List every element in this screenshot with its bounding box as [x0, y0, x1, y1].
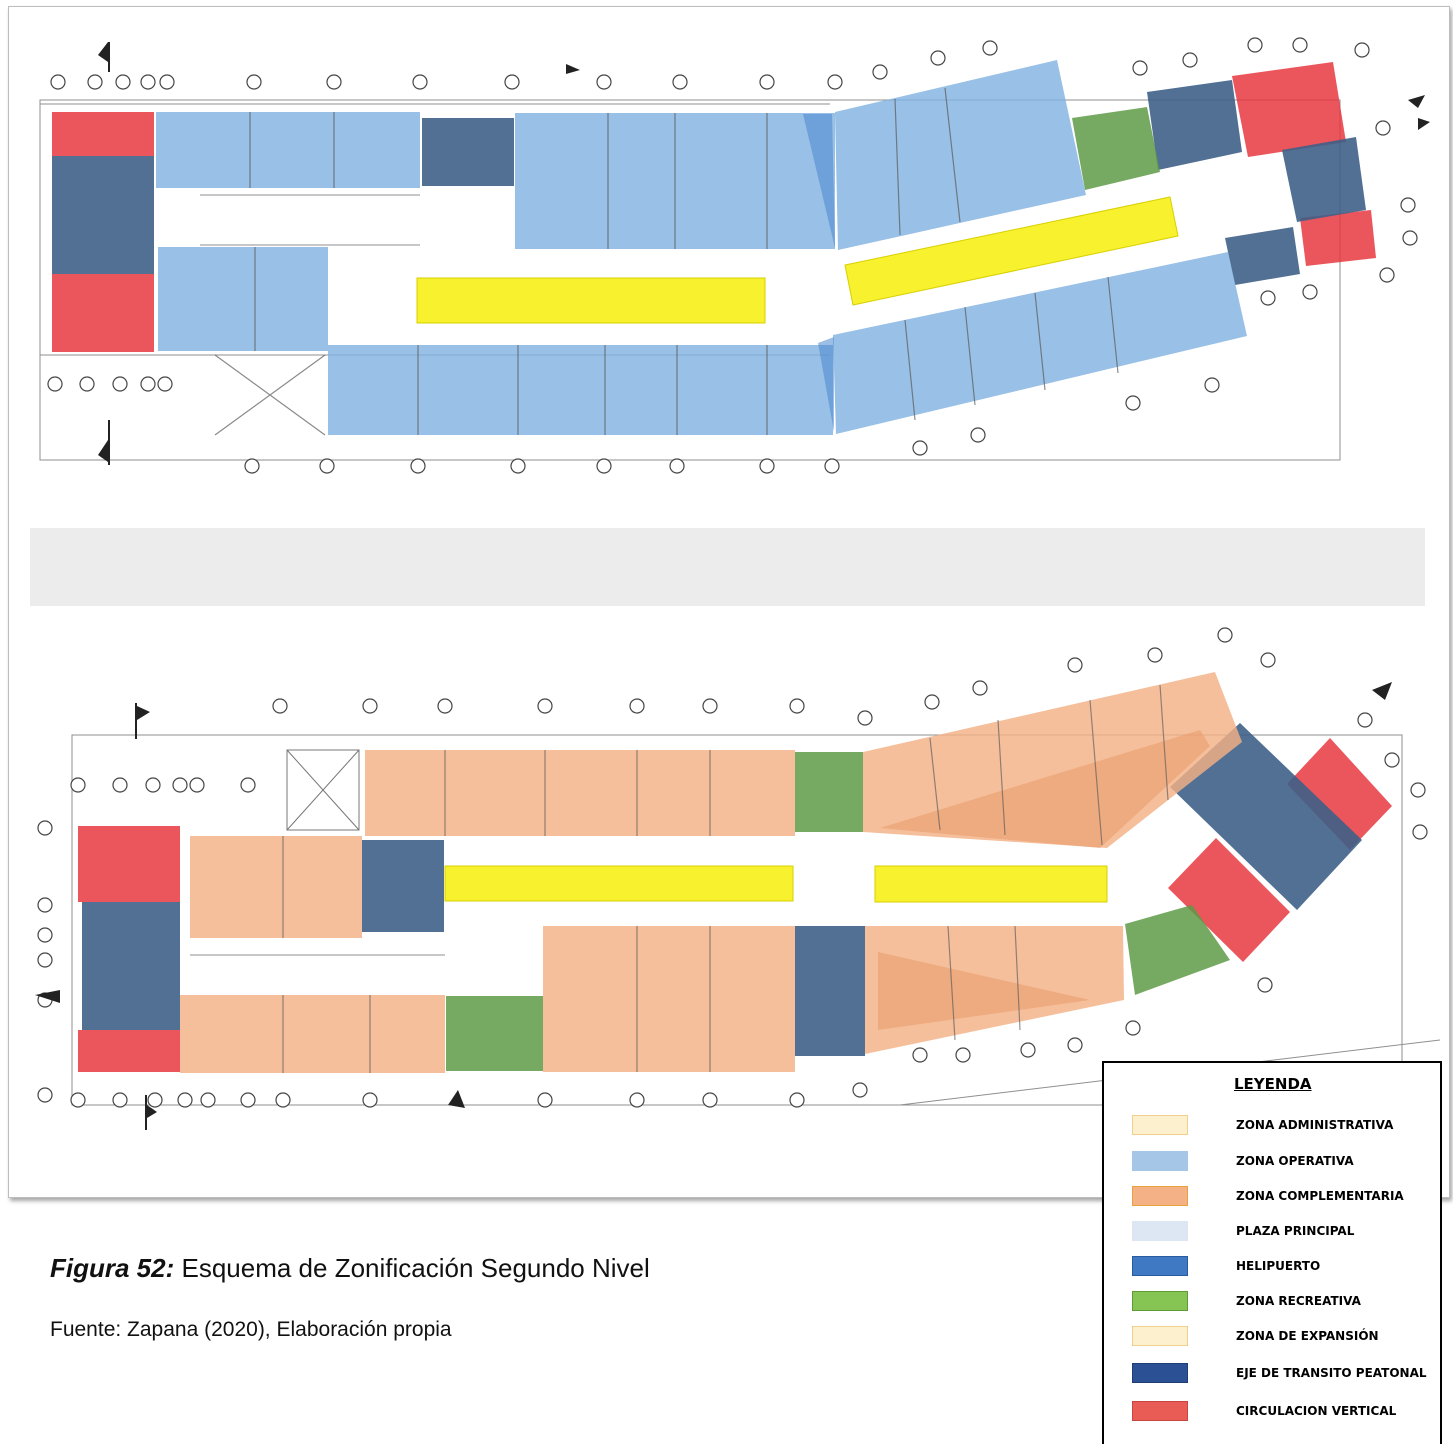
legend-item-plaza-principal: PLAZA PRINCIPAL [1132, 1221, 1432, 1243]
bottom-complementaria-accents [878, 730, 1210, 1030]
top-plan-outline [39, 99, 1341, 461]
legend-label: ZONA ADMINISTRATIVA [1236, 1118, 1394, 1132]
legend-label: ZONA RECREATIVA [1236, 1294, 1361, 1308]
legend-label: CIRCULACION VERTICAL [1236, 1404, 1397, 1418]
figure-caption: Figura 52: Esquema de Zonificación Segun… [50, 1253, 650, 1284]
top-floor-plan [39, 37, 1430, 474]
bottom-floor-plan [35, 627, 1441, 1130]
figure-title: Esquema de Zonificación Segundo Nivel [181, 1253, 650, 1283]
figure-label: Figura 52: [50, 1253, 175, 1283]
top-transito-peatonal [52, 80, 1366, 285]
legend-item-circulacion-vertical: CIRCULACION VERTICAL [1132, 1401, 1432, 1423]
legend-swatch [1132, 1151, 1188, 1171]
bottom-pasillos [444, 865, 1108, 903]
legend-item-zona-complementaria: ZONA COMPLEMENTARIA [1132, 1186, 1432, 1208]
legend-item-zona-de-expansion: ZONA DE EXPANSIÓN [1132, 1326, 1432, 1348]
legend-swatch [1132, 1186, 1188, 1206]
top-pasillos [416, 196, 1179, 324]
bottom-transito-peatonal [82, 723, 1362, 1056]
legend-swatch [1132, 1221, 1188, 1241]
legend-label: ZONA OPERATIVA [1236, 1154, 1354, 1168]
legend: LEYENDA ZONA ADMINISTRATIVA ZONA OPERATI… [1102, 1061, 1442, 1444]
legend-swatch [1132, 1363, 1188, 1383]
top-operative-accents [803, 114, 835, 432]
legend-swatch [1132, 1256, 1188, 1276]
legend-label: HELIPUERTO [1236, 1259, 1321, 1273]
legend-swatch [1132, 1115, 1188, 1135]
legend-swatch [1132, 1401, 1188, 1421]
legend-label: ZONA COMPLEMENTARIA [1236, 1189, 1404, 1203]
legend-item-eje-de-transito-peatonal: EJE DE TRANSITO PEATONAL [1132, 1363, 1432, 1385]
top-interior-walls [214, 87, 1119, 436]
bottom-circulacion-vertical [78, 738, 1392, 1072]
legend-swatch [1132, 1291, 1188, 1311]
legend-title: LEYENDA [1234, 1075, 1312, 1093]
legend-label: ZONA DE EXPANSIÓN [1236, 1329, 1379, 1343]
bottom-interior-walls [282, 684, 1169, 1073]
bottom-zona-recreativa [446, 752, 1230, 1071]
top-axis-markers [47, 37, 1418, 474]
figure-source: Fuente: Zapana (2020), Elaboración propi… [50, 1318, 452, 1341]
legend-item-helipuerto: HELIPUERTO [1132, 1256, 1432, 1278]
legend-item-zona-operativa: ZONA OPERATIVA [1132, 1151, 1432, 1173]
plan-separator [30, 528, 1425, 606]
legend-item-zona-recreativa: ZONA RECREATIVA [1132, 1291, 1432, 1313]
bottom-stair-void [286, 749, 360, 831]
legend-item-zona-administrativa: ZONA ADMINISTRATIVA [1132, 1115, 1432, 1137]
legend-label: EJE DE TRANSITO PEATONAL [1236, 1366, 1427, 1380]
bottom-axis-markers [37, 627, 1428, 1108]
floor-plans [30, 37, 1441, 1130]
top-north-arrows [98, 42, 1430, 465]
top-zona-recreativa [1072, 107, 1160, 190]
legend-label: PLAZA PRINCIPAL [1236, 1224, 1355, 1238]
legend-swatch [1132, 1326, 1188, 1346]
bottom-north-arrows [35, 682, 1392, 1130]
top-circulacion-vertical [52, 62, 1376, 352]
